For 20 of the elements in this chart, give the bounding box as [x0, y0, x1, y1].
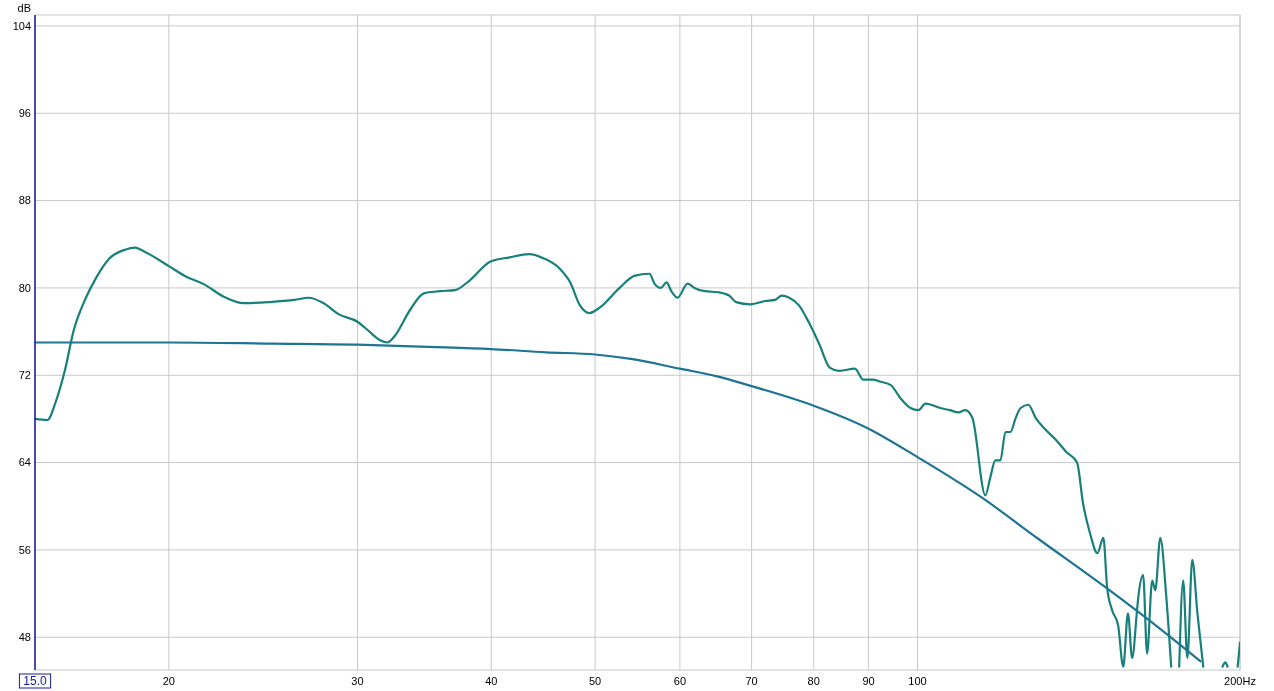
x-tick-label: 15.0	[23, 674, 47, 688]
y-tick-label: 64	[18, 456, 31, 469]
x-tick-label: 80	[807, 675, 820, 687]
x-tick-label: 90	[862, 675, 875, 687]
y-tick-label: 48	[18, 631, 31, 644]
x-tick-label: 50	[588, 675, 602, 687]
x-tick-label: 100	[908, 675, 927, 687]
x-tick-label: 60	[673, 675, 687, 687]
x-tick-label: 20	[162, 675, 175, 687]
x-tick-label: 30	[351, 675, 364, 687]
y-tick-label: 72	[18, 369, 31, 382]
x-tick-label: 200Hz	[1224, 675, 1256, 687]
y-tick-label: 88	[18, 194, 31, 207]
y-tick-label: 96	[18, 107, 31, 120]
y-tick-label: 80	[18, 281, 31, 294]
y-axis-title: dB	[17, 2, 31, 14]
x-tick-label: 40	[485, 675, 498, 687]
y-tick-label: 56	[18, 543, 31, 556]
x-tick-label: 70	[745, 675, 758, 687]
y-tick-label: 104	[12, 19, 31, 32]
